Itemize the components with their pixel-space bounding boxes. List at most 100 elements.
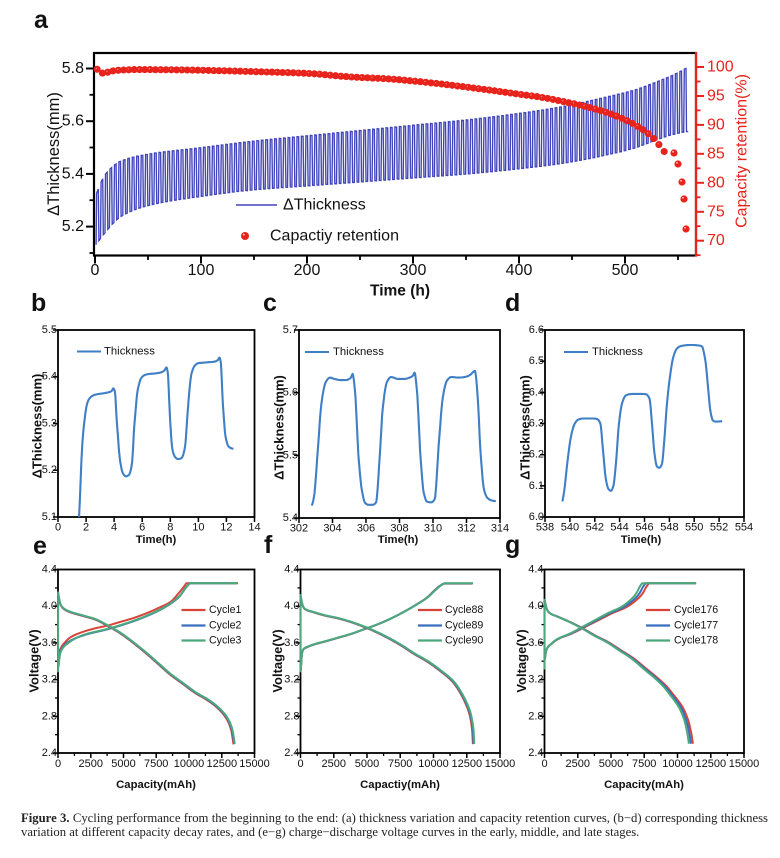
svg-text:314: 314 bbox=[491, 523, 509, 535]
svg-text:Cycle3: Cycle3 bbox=[209, 635, 241, 647]
svg-text:7500: 7500 bbox=[388, 758, 412, 770]
svg-text:500: 500 bbox=[612, 262, 639, 279]
svg-text:12500: 12500 bbox=[452, 758, 483, 770]
svg-text:Cycle2: Cycle2 bbox=[209, 620, 241, 632]
svg-text:5000: 5000 bbox=[599, 758, 623, 770]
svg-text:6.3: 6.3 bbox=[529, 418, 544, 430]
svg-text:0: 0 bbox=[297, 758, 303, 770]
svg-text:5.2: 5.2 bbox=[42, 464, 57, 476]
svg-text:Cycle88: Cycle88 bbox=[445, 604, 483, 616]
svg-text:550: 550 bbox=[685, 522, 703, 534]
svg-text:Cycle178: Cycle178 bbox=[674, 635, 718, 647]
svg-text:3.6: 3.6 bbox=[528, 637, 543, 649]
svg-text:5000: 5000 bbox=[355, 758, 379, 770]
svg-text:Time (h): Time (h) bbox=[370, 283, 430, 300]
svg-text:ΔThickness(mm): ΔThickness(mm) bbox=[45, 92, 63, 216]
svg-text:Thickness: Thickness bbox=[104, 346, 155, 358]
svg-text:546: 546 bbox=[635, 522, 653, 534]
svg-text:85: 85 bbox=[707, 145, 725, 162]
svg-text:ΔThickness(mm): ΔThickness(mm) bbox=[30, 374, 45, 479]
svg-text:2500: 2500 bbox=[322, 758, 346, 770]
svg-text:10000: 10000 bbox=[418, 758, 449, 770]
svg-text:90: 90 bbox=[707, 116, 725, 133]
svg-text:8: 8 bbox=[167, 522, 173, 534]
svg-text:15000: 15000 bbox=[485, 758, 516, 770]
svg-text:Cycle176: Cycle176 bbox=[674, 604, 718, 616]
svg-text:554: 554 bbox=[735, 522, 753, 534]
svg-text:ΔThickness(mm): ΔThickness(mm) bbox=[518, 375, 533, 480]
svg-text:5.3: 5.3 bbox=[42, 418, 57, 430]
svg-text:Cycle90: Cycle90 bbox=[445, 635, 483, 647]
svg-text:304: 304 bbox=[323, 523, 341, 535]
svg-text:Capactiy(mAh): Capactiy(mAh) bbox=[360, 779, 440, 791]
svg-text:c: c bbox=[263, 289, 277, 317]
svg-text:Capactiy retention: Capactiy retention bbox=[270, 228, 399, 245]
svg-text:2.4: 2.4 bbox=[42, 747, 57, 759]
svg-text:0: 0 bbox=[541, 758, 547, 770]
svg-text:Voltage(V): Voltage(V) bbox=[27, 629, 42, 692]
svg-text:10000: 10000 bbox=[662, 758, 693, 770]
svg-text:552: 552 bbox=[710, 522, 728, 534]
svg-text:5.8: 5.8 bbox=[62, 60, 84, 77]
svg-text:6.5: 6.5 bbox=[529, 355, 544, 367]
svg-text:300: 300 bbox=[400, 262, 427, 279]
svg-text:5.1: 5.1 bbox=[42, 511, 57, 523]
svg-text:Capacity(mAh): Capacity(mAh) bbox=[116, 779, 196, 791]
svg-text:306: 306 bbox=[357, 523, 375, 535]
svg-text:4: 4 bbox=[111, 522, 117, 534]
svg-text:3.6: 3.6 bbox=[42, 637, 57, 649]
svg-text:540: 540 bbox=[561, 522, 579, 534]
svg-text:Cycle1: Cycle1 bbox=[209, 604, 241, 616]
svg-text:Time(h): Time(h) bbox=[378, 534, 419, 546]
svg-text:5000: 5000 bbox=[111, 758, 135, 770]
svg-text:15000: 15000 bbox=[729, 758, 760, 770]
svg-text:15000: 15000 bbox=[239, 758, 270, 770]
svg-text:0: 0 bbox=[55, 522, 61, 534]
svg-text:312: 312 bbox=[457, 523, 475, 535]
svg-text:2.8: 2.8 bbox=[528, 710, 543, 722]
svg-text:2500: 2500 bbox=[79, 758, 103, 770]
svg-text:4.4: 4.4 bbox=[42, 564, 57, 576]
svg-text:3.2: 3.2 bbox=[528, 674, 543, 686]
svg-text:0: 0 bbox=[55, 758, 61, 770]
svg-text:12500: 12500 bbox=[696, 758, 727, 770]
svg-text:310: 310 bbox=[424, 523, 442, 535]
svg-text:ΔThickness: ΔThickness bbox=[283, 197, 366, 214]
svg-text:g: g bbox=[505, 531, 520, 559]
svg-text:6.2: 6.2 bbox=[529, 449, 544, 461]
svg-text:100: 100 bbox=[188, 262, 215, 279]
svg-text:Time(h): Time(h) bbox=[136, 534, 177, 546]
svg-text:6.0: 6.0 bbox=[529, 511, 544, 523]
svg-text:7500: 7500 bbox=[632, 758, 656, 770]
svg-text:400: 400 bbox=[506, 262, 533, 279]
svg-text:2.8: 2.8 bbox=[284, 710, 299, 722]
svg-text:538: 538 bbox=[536, 522, 554, 534]
svg-text:Capacity retention(%): Capacity retention(%) bbox=[734, 74, 751, 228]
svg-text:4.0: 4.0 bbox=[284, 600, 299, 612]
svg-text:542: 542 bbox=[586, 522, 604, 534]
svg-text:5.4: 5.4 bbox=[283, 512, 298, 524]
svg-text:10000: 10000 bbox=[174, 758, 205, 770]
svg-text:6.1: 6.1 bbox=[529, 480, 544, 492]
svg-text:2500: 2500 bbox=[566, 758, 590, 770]
svg-text:12: 12 bbox=[220, 522, 232, 534]
svg-text:2.4: 2.4 bbox=[528, 747, 543, 759]
svg-text:Voltage(V): Voltage(V) bbox=[270, 629, 285, 692]
svg-text:Capacity(mAh): Capacity(mAh) bbox=[604, 779, 684, 791]
svg-text:12500: 12500 bbox=[207, 758, 238, 770]
svg-text:ΔThickness(mm): ΔThickness(mm) bbox=[272, 375, 287, 480]
svg-text:3.2: 3.2 bbox=[42, 674, 57, 686]
svg-text:Voltage(V): Voltage(V) bbox=[514, 629, 529, 692]
svg-text:10: 10 bbox=[192, 522, 204, 534]
svg-text:3.2: 3.2 bbox=[284, 674, 299, 686]
svg-text:5.5: 5.5 bbox=[42, 324, 57, 336]
svg-text:548: 548 bbox=[660, 522, 678, 534]
svg-text:f: f bbox=[264, 531, 273, 559]
svg-text:14: 14 bbox=[248, 522, 260, 534]
svg-text:6: 6 bbox=[139, 522, 145, 534]
svg-text:2.8: 2.8 bbox=[42, 710, 57, 722]
svg-text:100: 100 bbox=[707, 59, 734, 76]
svg-text:302: 302 bbox=[290, 523, 308, 535]
svg-text:d: d bbox=[505, 289, 520, 317]
svg-text:7500: 7500 bbox=[144, 758, 168, 770]
